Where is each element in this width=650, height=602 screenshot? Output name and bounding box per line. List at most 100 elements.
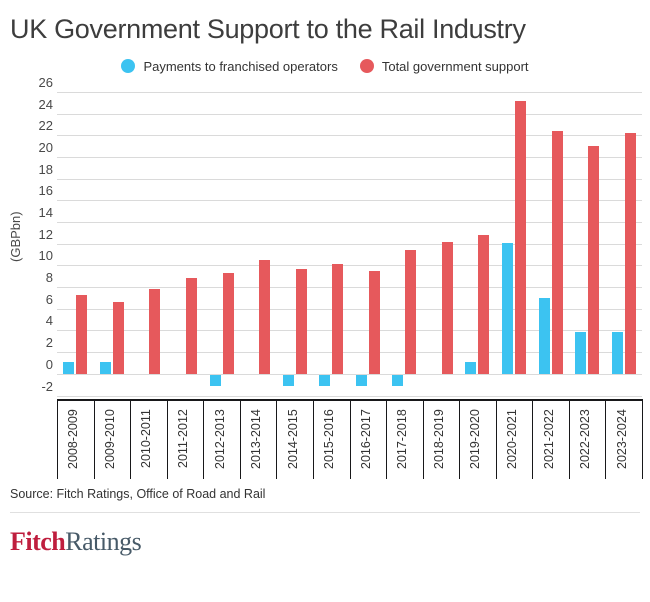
- total-bar-2008-2009: [76, 294, 88, 374]
- gridline-16: [57, 200, 642, 202]
- x-tick-label-2008-2009: 2008-2009: [66, 409, 81, 469]
- logo-fitch: Fitch: [10, 527, 66, 556]
- footer-divider: [10, 512, 640, 513]
- total-bar-2011-2012: [185, 278, 197, 374]
- x-axis-separator: [568, 401, 570, 479]
- x-tick-label-2013-2014: 2013-2014: [249, 409, 264, 469]
- legend-item-payments-legend: Payments to franchised operators: [121, 58, 338, 74]
- legend-dot-icon: [121, 59, 136, 73]
- x-tick-label-2010-2011: 2010-2011: [139, 409, 154, 469]
- logo-ratings: Ratings: [65, 527, 142, 556]
- x-axis-separator: [130, 401, 132, 479]
- chart-legend: Payments to franchised operators Total go…: [0, 57, 650, 75]
- y-tick-label-22: 22: [38, 118, 53, 134]
- total-bar-2018-2019: [441, 241, 453, 374]
- x-axis-separator: [276, 401, 278, 479]
- y-tick-label--2: -2: [41, 378, 53, 394]
- gridline-6: [57, 308, 642, 310]
- total-bar-2016-2017: [368, 270, 380, 374]
- y-axis-title: (GBPbn): [8, 211, 23, 263]
- payments-bar-2023-2024: [611, 331, 623, 374]
- y-tick-label-4: 4: [45, 313, 53, 329]
- total-bar-2013-2014: [259, 260, 271, 374]
- payments-bar-2008-2009: [63, 361, 75, 374]
- gridline-22: [57, 135, 642, 137]
- gridline-20: [57, 157, 642, 159]
- payments-bar-2009-2010: [99, 361, 111, 374]
- x-tick-label-2012-2013: 2012-2013: [212, 409, 227, 469]
- x-axis-separator: [605, 401, 607, 479]
- total-bar-2014-2015: [295, 268, 307, 374]
- x-axis-separator: [239, 401, 241, 479]
- gridline-14: [57, 222, 642, 224]
- x-axis-separator: [57, 401, 58, 479]
- total-bar-2010-2011: [149, 289, 161, 374]
- x-tick-label-2017-2018: 2017-2018: [395, 409, 410, 469]
- payments-bar-2019-2020: [465, 361, 477, 374]
- x-tick-label-2014-2015: 2014-2015: [285, 409, 300, 469]
- total-bar-2009-2010: [112, 302, 124, 374]
- x-tick-label-2018-2019: 2018-2019: [431, 409, 446, 469]
- y-tick-label-18: 18: [38, 161, 53, 177]
- x-axis-separator: [532, 401, 534, 479]
- y-tick-label-2: 2: [45, 335, 53, 351]
- gridline-2: [57, 352, 642, 354]
- total-bar-2023-2024: [624, 133, 636, 374]
- x-axis-line: [57, 399, 643, 401]
- gridline-12: [57, 243, 642, 245]
- x-axis-separator: [642, 401, 643, 479]
- x-axis-separator: [349, 401, 351, 479]
- payments-bar-2012-2013: [209, 374, 221, 386]
- y-tick-label-12: 12: [38, 226, 53, 242]
- x-axis-separator: [386, 401, 388, 479]
- y-tick-label-26: 26: [38, 75, 53, 90]
- y-tick-label-6: 6: [45, 291, 53, 307]
- y-tick-label-24: 24: [38, 96, 53, 112]
- fitch-ratings-logo: FitchRatings: [10, 527, 142, 557]
- gridline-26: [57, 92, 642, 93]
- x-tick-label-2015-2016: 2015-2016: [322, 409, 337, 469]
- y-tick-label-14: 14: [38, 205, 53, 221]
- payments-bar-2021-2022: [538, 297, 550, 374]
- payments-bar-2014-2015: [282, 374, 294, 386]
- y-tick-label-8: 8: [45, 270, 53, 286]
- gridline-24: [57, 113, 642, 115]
- legend-label: Total government support: [381, 58, 529, 74]
- x-tick-label-2011-2012: 2011-2012: [175, 409, 190, 469]
- x-tick-label-2016-2017: 2016-2017: [358, 409, 373, 469]
- total-bar-2012-2013: [222, 273, 234, 374]
- legend-item-total-legend: Total government support: [359, 58, 529, 74]
- x-tick-label-2019-2020: 2019-2020: [468, 409, 483, 469]
- gridline-4: [57, 330, 642, 332]
- payments-bar-2016-2017: [355, 374, 367, 386]
- x-axis-separator: [495, 401, 497, 479]
- x-tick-label-2023-2024: 2023-2024: [614, 409, 629, 469]
- gridline-10: [57, 265, 642, 267]
- total-bar-2019-2020: [478, 235, 490, 374]
- gridline--2: [57, 395, 642, 397]
- chart-title: UK Government Support to the Rail Indust…: [10, 14, 526, 44]
- source-note: Source: Fitch Ratings, Office of Road an…: [10, 487, 266, 501]
- y-tick-label-10: 10: [38, 248, 53, 264]
- x-tick-label-2020-2021: 2020-2021: [505, 409, 520, 469]
- x-axis-separator: [203, 401, 205, 479]
- x-tick-label-2009-2010: 2009-2010: [102, 409, 117, 469]
- gridline-8: [57, 287, 642, 289]
- y-tick-label-0: 0: [45, 356, 53, 372]
- payments-bar-2020-2021: [502, 242, 514, 374]
- total-bar-2020-2021: [515, 100, 527, 374]
- legend-label: Payments to franchised operators: [143, 58, 338, 74]
- x-axis-separator: [459, 401, 461, 479]
- total-bar-2017-2018: [405, 250, 417, 374]
- legend-dot-icon: [359, 59, 374, 73]
- x-axis-separator: [312, 401, 314, 479]
- x-axis-separator: [422, 401, 424, 479]
- payments-bar-2022-2023: [575, 331, 587, 374]
- gridline-0: [57, 373, 642, 375]
- gridline-18: [57, 178, 642, 180]
- x-axis-separator: [166, 401, 168, 479]
- total-bar-2022-2023: [588, 146, 600, 374]
- total-bar-2015-2016: [332, 264, 344, 374]
